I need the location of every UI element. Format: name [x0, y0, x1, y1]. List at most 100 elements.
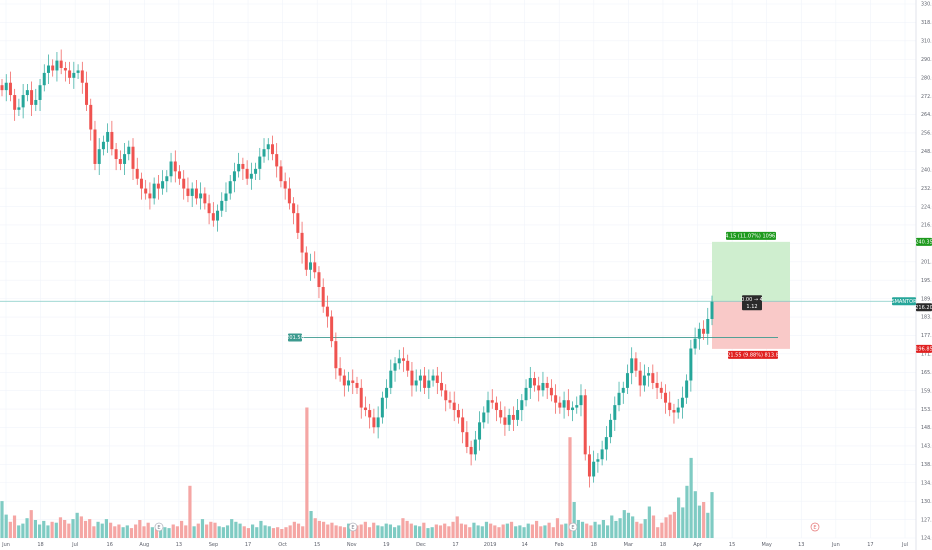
event-marker-circle	[810, 522, 820, 532]
x-axis: Jun 18 Jul 16 Aug 13 Sep 17 Oct 15 Nov 19 Dec 17 2019 1…	[1, 542, 908, 548]
target-price-badge-bg	[916, 237, 932, 246]
volume-bar	[697, 505, 702, 538]
volume-bar	[430, 527, 434, 538]
volume-bar	[518, 525, 522, 538]
volume-bar	[4, 514, 8, 538]
volume-bar	[196, 523, 200, 538]
candle-body	[524, 387, 528, 401]
volume-bar	[221, 527, 225, 538]
candle-body	[516, 410, 520, 420]
candle-body	[59, 60, 63, 68]
candle-body	[0, 85, 4, 91]
profit-zone[interactable]	[712, 241, 790, 302]
price-tick-label: 148.00	[921, 425, 932, 431]
candle-body	[456, 410, 460, 418]
volume-bar	[21, 523, 25, 538]
volume-bar	[643, 519, 647, 538]
volume-bar	[622, 510, 626, 538]
x-tick-label: Nov	[347, 542, 357, 548]
candle-body	[693, 338, 697, 349]
volume-bar	[138, 520, 142, 538]
x-tick-label: 19	[383, 542, 389, 548]
volume-bar	[238, 523, 242, 538]
ratio-sub-label-bg	[742, 302, 762, 311]
candle-body	[4, 82, 8, 91]
candle-body	[325, 306, 329, 317]
candle-body	[8, 82, 12, 96]
event-marker: E	[157, 525, 160, 531]
candle-body	[676, 407, 680, 413]
candle-body	[689, 348, 693, 381]
volume-bar	[321, 521, 326, 538]
candle-body	[423, 375, 427, 388]
volume-bar	[614, 520, 618, 538]
candle-body	[190, 188, 194, 196]
candle-body	[440, 382, 444, 391]
volume-bar	[250, 524, 255, 538]
volume-bar	[159, 529, 163, 538]
price-tick-label: 130.00	[921, 499, 932, 505]
price-tick-label: 256.00	[921, 131, 932, 137]
candle-body	[558, 402, 562, 408]
volume-bar	[171, 524, 175, 538]
volume-bar	[702, 502, 706, 538]
candle-body	[34, 99, 38, 105]
volume-bar	[547, 522, 551, 538]
price-tick-label: 138.00	[921, 462, 932, 468]
candle-body	[583, 395, 587, 455]
price-tick-label: 224.00	[921, 204, 932, 210]
candle-body	[685, 380, 689, 398]
candle-body	[25, 90, 29, 96]
price-tick-label: 143.00	[921, 444, 932, 450]
candle-body	[414, 380, 418, 386]
volume-bar	[543, 525, 547, 538]
candle-body	[503, 417, 507, 425]
volume-bar	[154, 525, 159, 538]
loss-label: 21.55 (9.88%) 813.8	[727, 353, 779, 359]
volume-bar	[706, 512, 710, 538]
volume-bar	[267, 526, 271, 538]
candle-body	[156, 183, 160, 189]
x-tick-label: Jun	[831, 542, 840, 548]
candle-body	[224, 193, 228, 201]
x-tick-label: 17	[452, 542, 458, 548]
loss-label-bg	[728, 350, 778, 359]
volume-bar	[263, 525, 267, 538]
volume-bar	[225, 525, 230, 538]
volume-bar	[551, 527, 555, 538]
volume-bar	[367, 527, 372, 538]
candle-body	[89, 104, 93, 130]
volume-bar	[313, 518, 317, 538]
volume-bar	[334, 525, 338, 538]
volume-bar	[188, 485, 192, 538]
volume-bar	[601, 520, 606, 538]
candle-body	[46, 65, 50, 73]
candle-body	[554, 395, 558, 403]
candle-body	[401, 358, 405, 361]
volume-bar	[271, 528, 276, 538]
candle-body	[406, 360, 410, 371]
price-axis[interactable]: 330.00 318.00 310.00 290.00 280.00 272.00 264.…	[915, 0, 932, 550]
candle-body	[604, 437, 608, 450]
candle-body	[63, 67, 67, 71]
price-tick-label: 153.50	[921, 407, 932, 413]
price-tick-label: 248.00	[921, 149, 932, 155]
candle-body	[270, 144, 274, 155]
price-tick-label: 177.50	[921, 333, 932, 339]
candle-body	[161, 181, 165, 189]
volume-bar	[25, 518, 29, 538]
candle-body	[549, 387, 553, 396]
price-tick-label: 318.00	[921, 20, 932, 26]
volume-bar	[113, 526, 117, 538]
volume-bar	[150, 527, 154, 538]
volume-bar	[255, 527, 259, 538]
x-tick-label: Jul	[71, 542, 78, 548]
x-tick-label: Feb	[555, 542, 564, 548]
volume-bar	[292, 521, 296, 538]
volume-bar	[88, 519, 92, 538]
volume-bar	[83, 520, 88, 538]
volume-bar	[37, 524, 42, 538]
price-tick-label: 240.00	[921, 167, 932, 173]
candle-body	[452, 402, 456, 411]
